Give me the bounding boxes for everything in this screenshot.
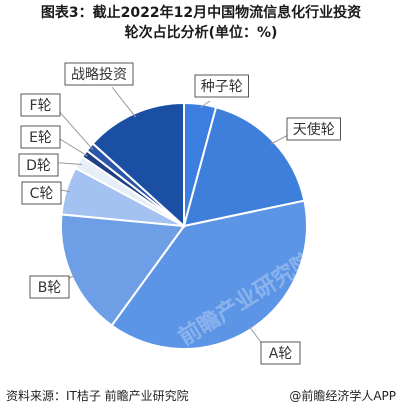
leader-line-strategic bbox=[111, 86, 137, 118]
slice-label-box-angel bbox=[286, 117, 341, 141]
slice-label-text-series-a: A轮 bbox=[269, 346, 293, 362]
chart-title-line-2: 轮次占比分析(单位：%) bbox=[124, 25, 278, 41]
slice-label-text-series-e: E轮 bbox=[29, 130, 52, 146]
slice-label-box-strategic bbox=[64, 62, 134, 86]
pie-slice-strategic bbox=[91, 101, 185, 229]
slice-label-box-seed bbox=[194, 74, 249, 98]
slice-label-series-d: D轮 bbox=[18, 153, 59, 177]
slice-label-text-angel: 天使轮 bbox=[293, 121, 335, 138]
slice-label-text-seed: 种子轮 bbox=[201, 79, 243, 95]
slice-label-box-series-f bbox=[20, 93, 61, 117]
brand-credit: @前瞻经济学人APP bbox=[289, 389, 396, 403]
slice-label-text-series-b: B轮 bbox=[38, 280, 62, 296]
slice-label-box-series-d bbox=[18, 153, 59, 177]
slice-label-angel: 天使轮 bbox=[286, 117, 341, 141]
slice-label-series-f: F轮 bbox=[20, 93, 61, 117]
slice-label-text-series-c: C轮 bbox=[30, 186, 54, 202]
slice-label-box-series-a bbox=[260, 341, 301, 365]
chart-title-line-1: 图表3：截止2022年12月中国物流信息化行业投资 bbox=[40, 5, 362, 21]
slice-label-text-strategic: 战略投资 bbox=[71, 67, 127, 83]
pie-slice-angel bbox=[182, 106, 306, 228]
slice-label-series-b: B轮 bbox=[29, 275, 70, 299]
slice-label-text-series-d: D轮 bbox=[26, 158, 51, 174]
slice-label-text-series-f: F轮 bbox=[29, 98, 51, 114]
slice-label-box-series-b bbox=[29, 275, 70, 299]
slice-label-box-series-c bbox=[21, 181, 62, 205]
slice-label-strategic: 战略投资 bbox=[64, 62, 134, 86]
slice-label-series-a: A轮 bbox=[260, 341, 301, 365]
slice-label-seed: 种子轮 bbox=[194, 74, 249, 98]
slice-label-box-series-e bbox=[20, 125, 61, 149]
leader-line-seed bbox=[199, 100, 211, 109]
slice-label-series-c: C轮 bbox=[21, 181, 62, 205]
source-note: 资料来源：IT桔子 前瞻产业研究院 bbox=[6, 389, 189, 403]
slice-label-series-e: E轮 bbox=[20, 125, 61, 149]
